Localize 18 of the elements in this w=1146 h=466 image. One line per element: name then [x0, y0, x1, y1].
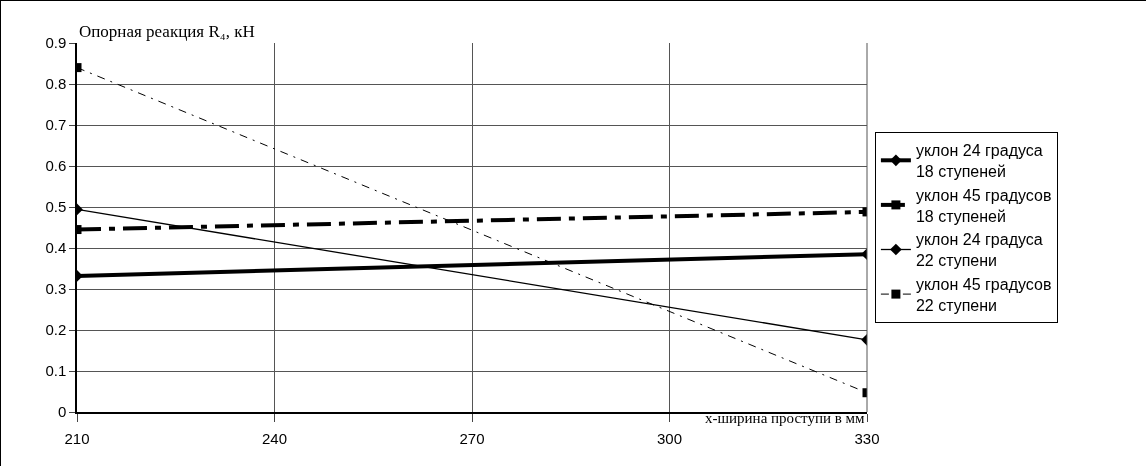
y-tick-label: 0: [57, 403, 67, 421]
x-tick-label: 210: [64, 429, 90, 447]
x-axis-title: х-ширина проступи в мм: [705, 410, 866, 426]
y-tick-label: 0.4: [45, 239, 67, 257]
x-tick-label: 330: [854, 429, 880, 447]
y-tick-label: 0.8: [45, 75, 67, 93]
chart-title: Опорная реакция R₄, кН: [79, 22, 255, 41]
y-tick-label: 0.2: [45, 321, 67, 339]
y-tick-label: 0.5: [45, 198, 67, 216]
y-tick-label: 0.9: [45, 34, 67, 52]
legend-label: уклон 45 градусов 22 ступени: [915, 275, 1052, 314]
y-tick-label: 0.1: [45, 362, 67, 380]
y-tick-label: 0.3: [45, 280, 67, 298]
x-tick-label: 240: [261, 429, 288, 447]
x-tick-label: 270: [459, 429, 485, 447]
y-tick-label: 0.7: [45, 116, 67, 134]
y-tick-label: 0.6: [45, 157, 67, 175]
x-tick-label: 300: [656, 429, 683, 447]
